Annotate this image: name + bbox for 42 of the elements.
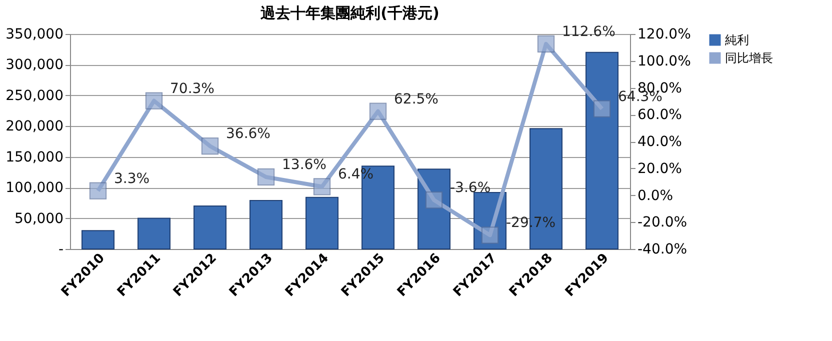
- data-label: 112.6%: [562, 24, 616, 40]
- point: [425, 192, 443, 209]
- bar: [82, 230, 114, 250]
- point: [369, 102, 387, 120]
- legend-label: 純利: [725, 33, 749, 47]
- bar: [250, 200, 282, 250]
- data-label: 70.3%: [170, 80, 214, 97]
- point: [537, 35, 555, 53]
- bar: [306, 196, 338, 250]
- bar: [138, 218, 170, 250]
- point: [481, 226, 499, 244]
- data-label: 36.6%: [226, 126, 270, 142]
- y2-tick-label: 100.0%: [638, 53, 691, 70]
- legend-label: 同比增長: [725, 51, 773, 65]
- y-tick-label: 250,000: [6, 88, 64, 104]
- y-tick-label: 150,000: [6, 149, 64, 166]
- data-label: 3.3%: [114, 170, 150, 187]
- y2-tick-label: 20.0%: [638, 160, 682, 177]
- point: [145, 92, 163, 110]
- y2-tick-label: -20.0%: [638, 214, 688, 231]
- chart-title: 過去十年集團純利(千港元): [260, 4, 440, 22]
- y2-tick-label: 40.0%: [638, 134, 682, 150]
- y2-tick-label: 60.0%: [638, 107, 682, 124]
- point: [257, 168, 275, 186]
- data-label: 62.5%: [394, 91, 438, 108]
- point: [313, 178, 331, 196]
- y2-tick-label: -40.0%: [638, 242, 688, 258]
- y2-tick-label: 120.0%: [638, 26, 691, 42]
- data-label: -3.6%: [450, 180, 491, 196]
- data-label: 13.6%: [282, 156, 326, 173]
- y-tick-label: 200,000: [6, 118, 64, 135]
- point: [593, 100, 611, 118]
- y-tick-label: 100,000: [6, 180, 64, 196]
- y-tick-label: 350,000: [6, 26, 64, 42]
- point: [89, 182, 107, 200]
- y2-tick-label: 0.0%: [638, 188, 674, 204]
- y-tick-label: -: [58, 242, 64, 258]
- bar: [586, 52, 618, 250]
- y-tick-label: 50,000: [14, 210, 64, 227]
- bar: [194, 206, 226, 250]
- y-tick-label: 300,000: [6, 57, 64, 74]
- point: [201, 138, 219, 155]
